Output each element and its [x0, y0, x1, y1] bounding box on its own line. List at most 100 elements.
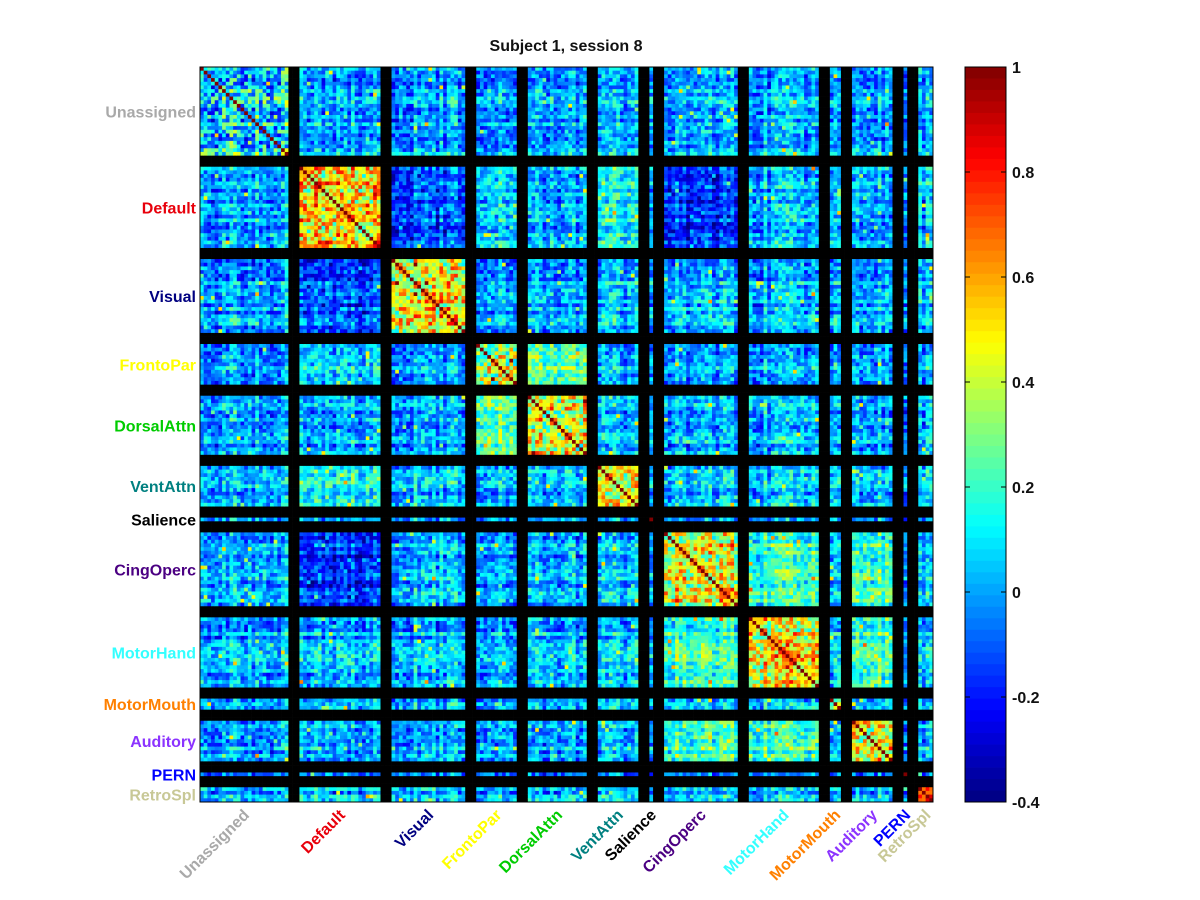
matrix-cell	[233, 103, 238, 108]
matrix-cell	[490, 85, 496, 90]
matrix-cell	[660, 89, 665, 94]
matrix-cell	[207, 632, 212, 637]
matrix-cell	[535, 107, 540, 112]
matrix-cell	[244, 425, 249, 430]
matrix-cell	[295, 100, 300, 105]
matrix-cell	[203, 244, 208, 249]
matrix-cell	[376, 70, 381, 75]
matrix-cell	[233, 310, 238, 315]
matrix-cell	[288, 85, 293, 90]
matrix-cell	[200, 491, 205, 496]
matrix-cell	[244, 129, 249, 134]
matrix-cell	[642, 103, 647, 108]
matrix-cell	[266, 107, 271, 112]
matrix-cell	[207, 244, 212, 249]
matrix-cell	[560, 89, 565, 94]
matrix-cell	[214, 495, 219, 500]
matrix-cell	[888, 70, 893, 75]
matrix-cell	[244, 266, 249, 271]
matrix-cell	[829, 107, 834, 112]
matrix-cell	[211, 163, 216, 168]
matrix-cell	[211, 410, 216, 415]
matrix-cell	[225, 595, 230, 600]
matrix-cell	[200, 314, 205, 319]
matrix-cell	[918, 103, 923, 108]
matrix-cell	[222, 683, 227, 688]
matrix-cell	[829, 96, 834, 101]
matrix-cell	[218, 680, 223, 685]
matrix-cell	[387, 85, 392, 90]
matrix-cell	[892, 85, 897, 90]
matrix-cell	[269, 67, 275, 72]
matrix-cell	[203, 255, 208, 260]
matrix-cell	[203, 395, 208, 400]
matrix-cell	[564, 89, 569, 94]
matrix-cell	[236, 100, 241, 105]
matrix-cell	[200, 469, 205, 474]
matrix-cell	[222, 270, 227, 275]
matrix-cell	[225, 746, 230, 751]
matrix-cell	[387, 100, 392, 105]
matrix-cell	[225, 236, 230, 241]
matrix-cell	[229, 148, 234, 153]
matrix-cell	[214, 281, 219, 286]
matrix-cell	[200, 680, 205, 685]
matrix-cell	[649, 78, 654, 83]
matrix-cell	[218, 192, 223, 197]
matrix-cell	[461, 78, 466, 83]
matrix-cell	[443, 78, 448, 83]
matrix-cell	[225, 739, 230, 744]
matrix-cell	[214, 126, 219, 131]
matrix-cell	[421, 92, 426, 97]
matrix-cell	[222, 174, 227, 179]
matrix-cell	[778, 107, 783, 112]
matrix-cell	[759, 85, 764, 90]
matrix-cell	[203, 632, 208, 637]
matrix-cell	[844, 78, 849, 83]
matrix-cell	[240, 148, 245, 153]
matrix-cell	[222, 203, 227, 208]
matrix-cell	[892, 111, 897, 116]
matrix-cell	[229, 336, 234, 341]
matrix-cell	[200, 613, 205, 618]
matrix-cell	[218, 724, 223, 729]
matrix-cell	[236, 321, 241, 326]
matrix-cell	[443, 107, 448, 112]
matrix-cell	[214, 347, 219, 352]
matrix-cell	[281, 92, 286, 97]
matrix-cell	[218, 185, 223, 190]
matrix-cell	[432, 74, 437, 79]
matrix-cell	[236, 292, 241, 297]
matrix-cell	[616, 89, 621, 94]
matrix-cell	[222, 502, 227, 507]
matrix-cell	[222, 521, 227, 526]
matrix-cell	[723, 96, 728, 101]
matrix-cell	[314, 81, 319, 86]
matrix-cell	[244, 447, 249, 452]
matrix-cell	[225, 462, 230, 467]
matrix-cell	[240, 698, 245, 703]
matrix-cell	[498, 85, 503, 90]
matrix-cell	[233, 750, 238, 755]
matrix-cell	[719, 100, 724, 105]
matrix-cell	[229, 388, 234, 393]
matrix-cell	[899, 67, 904, 72]
matrix-cell	[502, 107, 507, 112]
matrix-cell	[214, 155, 219, 160]
matrix-cell	[579, 92, 584, 97]
matrix-cell	[200, 761, 205, 766]
matrix-cell	[225, 399, 230, 404]
matrix-cell	[233, 646, 238, 651]
matrix-cell	[218, 547, 223, 552]
matrix-cell	[203, 576, 208, 581]
matrix-cell	[222, 177, 227, 182]
matrix-cell	[207, 155, 212, 160]
matrix-cell	[233, 480, 238, 485]
matrix-cell	[214, 236, 219, 241]
matrix-cell	[498, 89, 503, 94]
matrix-cell	[877, 103, 882, 108]
matrix-cell	[244, 410, 249, 415]
matrix-cell	[225, 262, 230, 267]
matrix-cell	[774, 78, 779, 83]
matrix-cell	[244, 81, 249, 86]
